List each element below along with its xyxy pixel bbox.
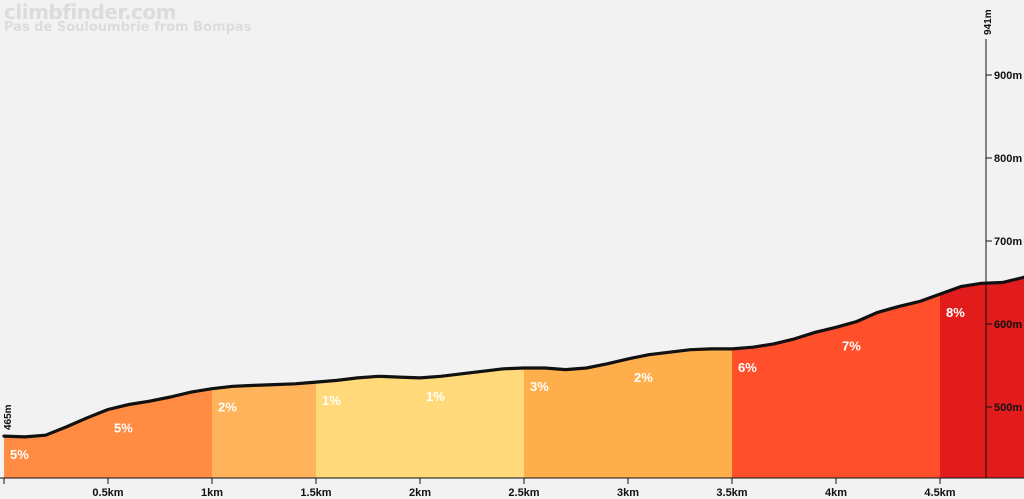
x-tick-label-8: 4.5km — [924, 487, 955, 499]
y-tick-label-3: 800m — [994, 153, 1022, 165]
x-tick-label-3: 2km — [409, 487, 431, 499]
gradient-labels: 5%5%2%1%1%3%2%6%7%8%9%8%8%8%6%0%5%4% — [10, 305, 965, 462]
gradient-label-7: 6% — [738, 360, 757, 375]
x-axis: 0.5km1km1.5km2km2.5km3km3.5km4km4.5km5km… — [0, 477, 1024, 499]
brand-logo-text: climbfinder.com — [4, 0, 176, 24]
gradient-segment-4 — [420, 368, 524, 478]
gradient-label-5: 3% — [530, 379, 549, 394]
gradient-segment-7 — [732, 327, 836, 478]
gradient-segment-9 — [940, 277, 1024, 478]
start-elevation-label: 465m — [3, 404, 14, 430]
gradient-segment-3 — [316, 376, 420, 478]
gradient-label-0: 5% — [10, 447, 29, 462]
x-tick-label-0: 0.5km — [92, 487, 123, 499]
y-tick-label-2: 700m — [994, 236, 1022, 248]
y-tick-label-0: 500m — [994, 402, 1022, 414]
gradient-segment-8 — [836, 294, 940, 478]
gradient-segments — [4, 277, 1024, 478]
x-tick-label-5: 3km — [617, 487, 639, 499]
x-tick-label-1: 1km — [201, 487, 223, 499]
gradient-label-2: 2% — [218, 400, 237, 415]
profile-line — [2, 275, 1024, 439]
y-axis: 500m 600m 700m 800m 900m 465m 941m — [3, 9, 1022, 478]
gradient-segment-1 — [108, 388, 212, 478]
gradient-label-3: 1% — [322, 393, 341, 408]
chart-subtitle: Pas de Souloumbrie from Bompas — [4, 20, 252, 35]
gradient-segment-0 — [4, 409, 108, 478]
x-tick-label-7: 4km — [825, 487, 847, 499]
x-tick-label-6: 3.5km — [716, 487, 747, 499]
gradient-segment-2 — [212, 382, 316, 478]
gradient-label-4: 1% — [426, 389, 445, 404]
gradient-segment-6 — [628, 348, 732, 478]
gradient-label-6: 2% — [634, 370, 653, 385]
end-elevation-label: 941m — [983, 9, 994, 35]
x-tick-label-2: 1.5km — [300, 487, 331, 499]
x-tick-label-4: 2.5km — [508, 487, 539, 499]
y-tick-label-1: 600m — [994, 319, 1022, 331]
gradient-label-9: 8% — [946, 305, 965, 320]
gradient-label-8: 7% — [842, 338, 861, 353]
gradient-label-1: 5% — [114, 420, 133, 435]
profile-outline — [2, 275, 1024, 439]
gradient-segment-5 — [524, 358, 628, 478]
y-tick-label-4: 900m — [994, 70, 1022, 82]
